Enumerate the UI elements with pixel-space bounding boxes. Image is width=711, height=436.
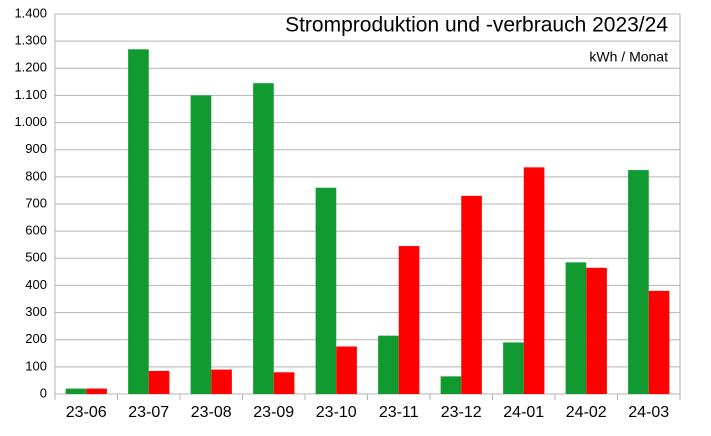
x-tick-label: 23-10	[316, 404, 357, 421]
bar	[273, 372, 295, 394]
chart-title: Stromproduktion und -verbrauch 2023/24	[285, 14, 668, 37]
y-tick-label: 800	[25, 168, 47, 183]
bar	[211, 369, 232, 394]
x-tick-label: 23-07	[128, 404, 169, 421]
y-tick-label: 1.300	[14, 33, 47, 48]
bar	[565, 262, 587, 394]
chart-subtitle: kWh / Monat	[589, 49, 668, 65]
y-tick-label: 300	[25, 304, 47, 319]
y-tick-label: 1.100	[14, 87, 47, 102]
x-tick-label: 23-06	[66, 404, 107, 421]
bar	[86, 388, 107, 394]
y-tick-label: 0	[40, 385, 47, 400]
y-tick-label: 200	[25, 331, 47, 346]
x-tick-label: 23-12	[441, 404, 482, 421]
bar	[648, 290, 670, 394]
bar	[336, 346, 357, 394]
bar	[523, 167, 545, 394]
y-tick-label: 1.200	[14, 60, 47, 75]
y-tick-label: 400	[25, 277, 47, 292]
x-tick-label: 24-02	[566, 404, 607, 421]
bar	[128, 49, 149, 395]
bar	[440, 376, 462, 394]
bar	[148, 370, 170, 394]
y-tick-label: 600	[25, 223, 47, 238]
bar	[461, 195, 482, 394]
bar	[378, 335, 399, 394]
y-tick-label: 900	[25, 141, 47, 156]
bar	[398, 246, 420, 394]
bar	[586, 267, 607, 394]
bar	[253, 83, 274, 394]
y-tick-label: 500	[25, 250, 47, 265]
y-tick-label: 1.000	[14, 114, 47, 129]
y-tick-label: 1.400	[14, 5, 47, 20]
x-tick-label: 24-03	[628, 404, 669, 421]
x-tick-label: 23-08	[191, 404, 232, 421]
bar	[503, 342, 524, 394]
bar	[315, 187, 337, 394]
bar	[628, 170, 649, 394]
bar	[65, 388, 87, 394]
x-tick-label: 24-01	[503, 404, 544, 421]
x-tick-label: 23-09	[253, 404, 294, 421]
y-tick-label: 700	[25, 195, 47, 210]
bar	[190, 95, 212, 394]
x-tick-label: 23-11	[379, 404, 419, 421]
y-tick-label: 100	[25, 358, 47, 373]
